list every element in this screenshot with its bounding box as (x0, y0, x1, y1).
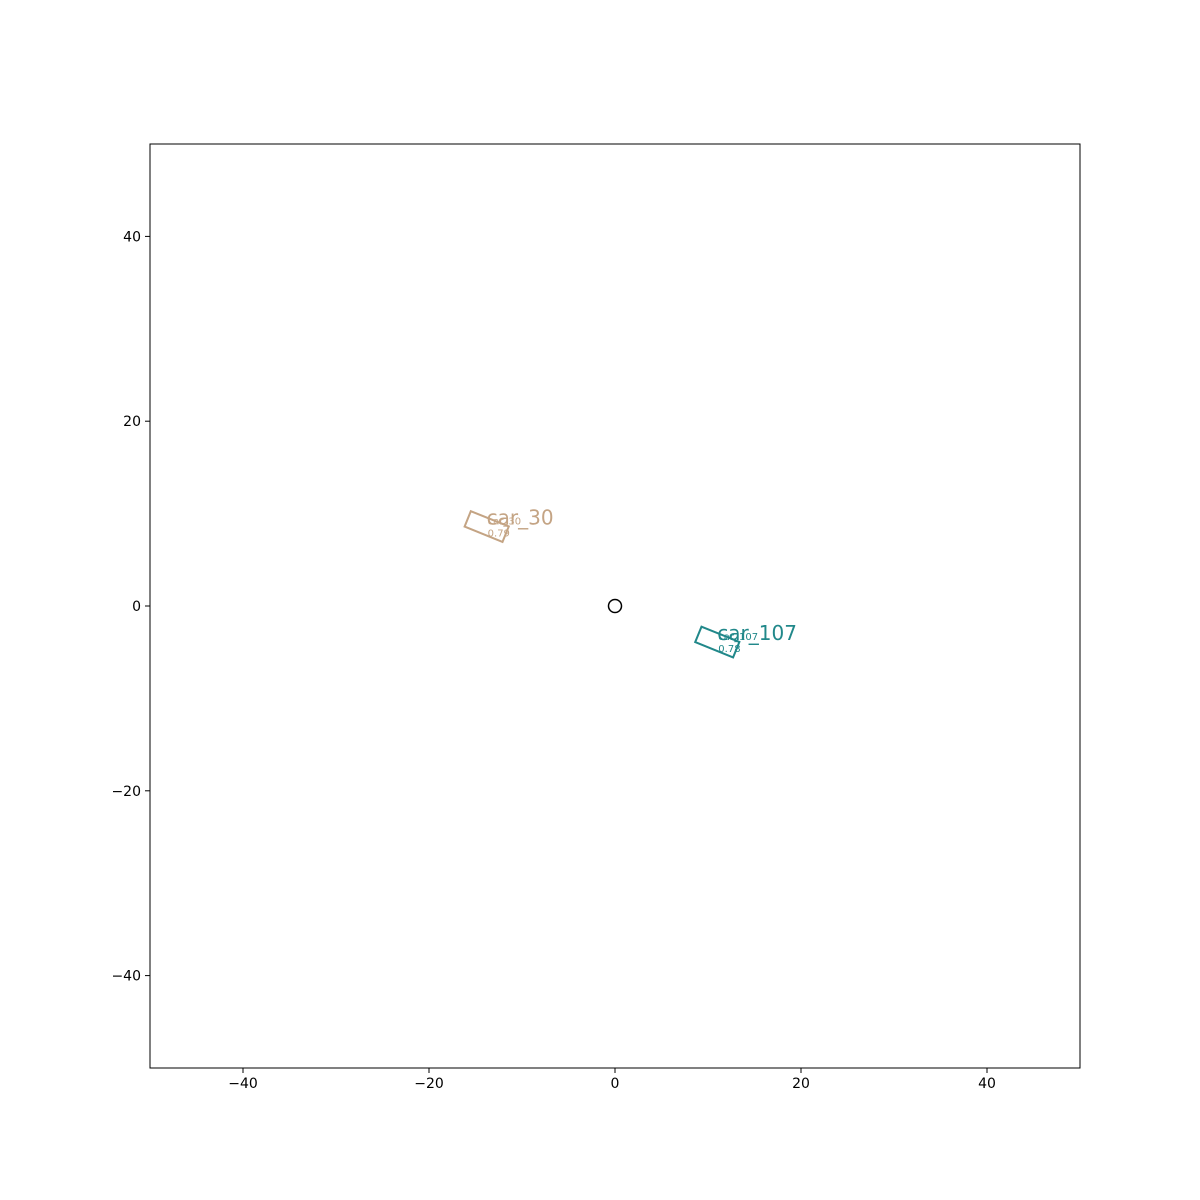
y-tick-label: 40 (123, 229, 141, 245)
detection-score: 0.78 (718, 644, 740, 655)
x-tick-label: 0 (611, 1076, 620, 1092)
bounding-box (463, 509, 511, 544)
detection-sub-label: car_107 (718, 632, 758, 643)
x-tick-label: 40 (978, 1076, 996, 1092)
y-tick-label: 0 (132, 599, 141, 615)
x-axis: −40 −20 0 20 40 (228, 1068, 996, 1092)
ego-marker (607, 598, 623, 614)
x-tick-label: −20 (414, 1076, 444, 1092)
x-tick-label: −40 (228, 1076, 258, 1092)
axes-frame (149, 143, 1081, 1069)
y-axis: −40 −20 0 20 40 (111, 229, 150, 985)
x-tick-label: 20 (792, 1076, 810, 1092)
detection-label: car_30 (487, 506, 554, 530)
detection-label: car_107 (717, 621, 797, 645)
bounding-box (693, 625, 741, 659)
y-tick-label: −40 (111, 969, 141, 985)
detection-sub-label: car_30 (488, 517, 521, 528)
y-tick-label: −20 (111, 784, 141, 800)
detection-score: 0.79 (488, 529, 510, 540)
y-tick-label: 20 (123, 414, 141, 430)
